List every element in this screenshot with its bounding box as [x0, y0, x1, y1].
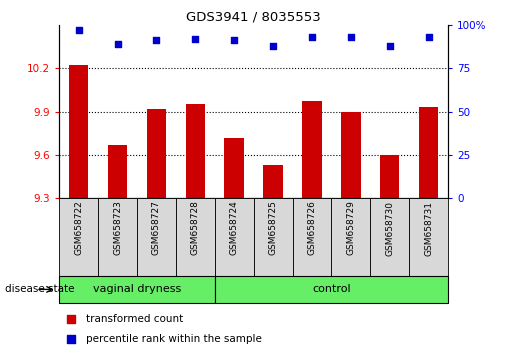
Bar — [419, 107, 438, 198]
Point — [424, 34, 433, 40]
Bar — [215, 276, 448, 303]
Text: GSM658731: GSM658731 — [424, 201, 433, 256]
Bar — [293, 198, 332, 276]
Text: GSM658724: GSM658724 — [230, 201, 238, 255]
Point — [67, 316, 75, 321]
Bar — [59, 198, 98, 276]
Text: vaginal dryness: vaginal dryness — [93, 284, 181, 295]
Bar — [332, 198, 370, 276]
Bar — [409, 198, 448, 276]
Text: GSM658730: GSM658730 — [385, 201, 394, 256]
Bar — [108, 145, 127, 198]
Point — [113, 41, 122, 47]
Point — [152, 38, 161, 43]
Bar — [185, 104, 205, 198]
Point — [191, 36, 199, 41]
Text: GSM658727: GSM658727 — [152, 201, 161, 256]
Text: disease state: disease state — [5, 284, 75, 295]
Text: GSM658723: GSM658723 — [113, 201, 122, 256]
Point — [75, 27, 83, 33]
Point — [386, 43, 394, 48]
Bar — [341, 112, 360, 198]
Point — [347, 34, 355, 40]
Bar — [98, 198, 137, 276]
Text: GSM658728: GSM658728 — [191, 201, 200, 256]
Text: GSM658726: GSM658726 — [307, 201, 316, 256]
Text: GSM658722: GSM658722 — [74, 201, 83, 255]
Point — [308, 34, 316, 40]
Bar — [147, 109, 166, 198]
Bar — [302, 101, 322, 198]
Point — [230, 38, 238, 43]
Bar — [225, 137, 244, 198]
Text: GSM658729: GSM658729 — [347, 201, 355, 256]
Point — [67, 337, 75, 342]
Bar — [215, 198, 253, 276]
Bar — [59, 276, 215, 303]
Bar — [176, 198, 215, 276]
Bar — [137, 198, 176, 276]
Text: transformed count: transformed count — [87, 314, 184, 324]
Bar — [69, 65, 89, 198]
Text: control: control — [312, 284, 351, 295]
Bar — [263, 165, 283, 198]
Bar — [253, 198, 293, 276]
Text: percentile rank within the sample: percentile rank within the sample — [87, 335, 262, 344]
Title: GDS3941 / 8035553: GDS3941 / 8035553 — [186, 11, 321, 24]
Point — [269, 43, 277, 48]
Text: GSM658725: GSM658725 — [269, 201, 278, 256]
Bar — [370, 198, 409, 276]
Bar — [380, 155, 400, 198]
